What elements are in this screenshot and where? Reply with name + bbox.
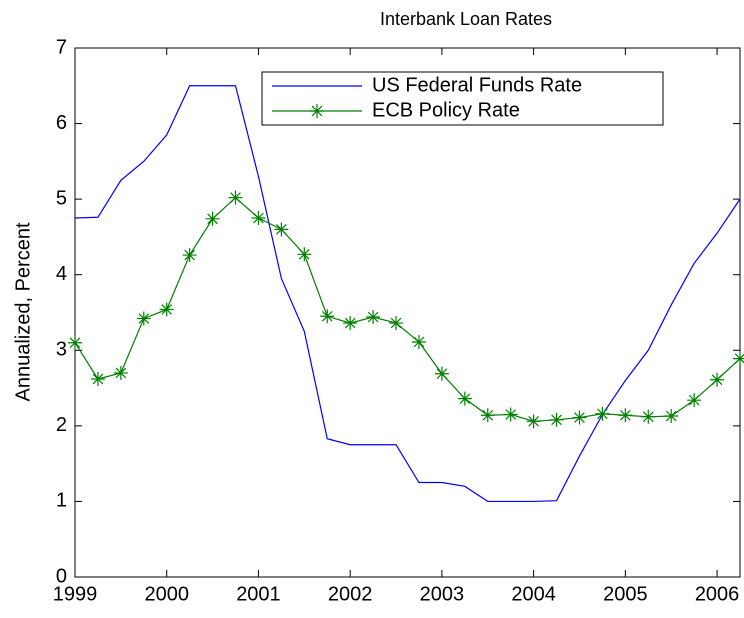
legend-marker: [310, 104, 324, 118]
x-tick-label: 2004: [511, 583, 556, 605]
chart-title: Interbank Loan Rates: [380, 9, 552, 29]
legend-label: US Federal Funds Rate: [372, 74, 582, 96]
data-point: [182, 248, 197, 263]
y-tick-label: 2: [56, 414, 67, 436]
y-tick-label: 7: [56, 36, 67, 58]
data-point: [68, 335, 82, 350]
data-point: [136, 311, 151, 326]
x-tick-label: 1999: [53, 583, 98, 605]
data-point: [664, 409, 679, 424]
data-point: [228, 190, 243, 205]
data-point: [457, 391, 472, 406]
x-tick-label: 2000: [144, 583, 189, 605]
data-point: [641, 409, 656, 424]
data-point: [549, 412, 564, 427]
y-tick-label: 6: [56, 112, 67, 134]
x-tick-label: 2002: [328, 583, 373, 605]
x-tick-label: 2001: [236, 583, 281, 605]
data-point: [503, 407, 518, 422]
plot-frame: [74, 47, 741, 578]
series-line: [74, 196, 741, 422]
data-point: [205, 211, 220, 226]
data-point: [366, 310, 381, 325]
data-point: [480, 408, 495, 423]
series-line: [74, 85, 741, 503]
data-point: [320, 309, 335, 324]
data-point: [687, 393, 702, 408]
data-point: [251, 211, 266, 226]
y-tick-label: 1: [56, 490, 67, 512]
data-point: [297, 247, 312, 262]
y-tick-label: 0: [56, 565, 67, 587]
data-point: [572, 410, 587, 425]
y-tick-label: 5: [56, 187, 67, 209]
data-point: [434, 366, 449, 381]
data-point: [526, 414, 541, 429]
data-point: [411, 334, 426, 349]
data-point: [90, 372, 105, 387]
x-tick-label: 2006: [695, 583, 740, 605]
data-point: [343, 316, 358, 331]
data-point: [274, 222, 289, 237]
data-point: [710, 372, 725, 387]
data-point: [113, 365, 128, 380]
y-tick-label: 4: [56, 263, 67, 285]
y-axis-label: Annualized, Percent: [12, 222, 34, 401]
data-point: [733, 351, 744, 366]
legend-box: [261, 71, 664, 126]
data-point: [618, 408, 633, 423]
data-point: [595, 406, 610, 421]
x-tick-label: 2005: [603, 583, 648, 605]
data-point: [159, 302, 174, 317]
data-point: [389, 316, 404, 331]
legend-label: ECB Policy Rate: [372, 99, 520, 121]
y-tick-label: 3: [56, 339, 67, 361]
x-tick-label: 2003: [420, 583, 465, 605]
